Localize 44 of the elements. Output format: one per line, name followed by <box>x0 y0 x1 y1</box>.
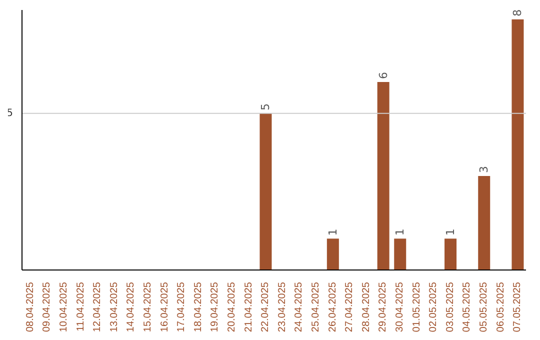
x-tick-label: 01.05.2025 <box>411 282 422 332</box>
bar <box>512 19 524 270</box>
data-label: 1 <box>326 228 340 236</box>
x-tick-label: 30.04.2025 <box>394 282 406 332</box>
data-label: 6 <box>376 72 390 80</box>
x-tick-label: 18.04.2025 <box>192 282 204 332</box>
bar <box>444 238 457 270</box>
x-tick-label: 27.04.2025 <box>344 282 356 332</box>
data-label: 5 <box>259 103 272 110</box>
bar <box>326 238 339 270</box>
data-label: 1 <box>394 228 407 236</box>
x-tick-label: 17.04.2025 <box>176 282 188 332</box>
data-label: 1 <box>444 228 458 236</box>
x-tick-label: 11.04.2025 <box>75 282 86 332</box>
x-tick-label: 21.04.2025 <box>243 282 254 332</box>
x-tick-label: 12.04.2025 <box>92 282 104 332</box>
x-tick-label: 15.04.2025 <box>142 282 154 332</box>
bar <box>377 82 390 270</box>
x-tick-label: 23.04.2025 <box>276 282 288 332</box>
x-tick-label: 28.04.2025 <box>360 282 372 332</box>
x-tick-label: 24.04.2025 <box>294 282 305 332</box>
data-label: 8 <box>511 9 524 16</box>
bar <box>478 176 490 270</box>
x-tick-label: 09.04.2025 <box>42 282 53 332</box>
x-tick-label: 22.04.2025 <box>260 282 272 332</box>
bar <box>394 238 406 270</box>
x-tick-label: 10.04.2025 <box>58 282 70 332</box>
x-tick-label: 05.05.2025 <box>478 282 490 332</box>
x-tick-label: 26.04.2025 <box>327 282 338 332</box>
x-tick-label: 25.04.2025 <box>310 282 322 332</box>
x-tick-label: 03.05.2025 <box>444 282 456 332</box>
x-tick-label: 08.04.2025 <box>24 282 36 332</box>
x-tick-label: 04.05.2025 <box>462 282 473 332</box>
x-tick-label: 13.04.2025 <box>108 282 120 332</box>
x-tick-label: 20.04.2025 <box>226 282 238 332</box>
x-tick-label: 14.04.2025 <box>126 282 137 332</box>
x-tick-label: 02.05.2025 <box>428 282 440 332</box>
bar <box>260 113 272 270</box>
x-tick-label: 07.05.2025 <box>512 282 524 332</box>
x-tick-label: 16.04.2025 <box>159 282 170 332</box>
x-tick-label: 19.04.2025 <box>210 282 221 332</box>
data-label: 3 <box>478 166 491 174</box>
x-tick-label: 29.04.2025 <box>378 282 389 332</box>
x-tick-label: 06.05.2025 <box>495 282 506 332</box>
